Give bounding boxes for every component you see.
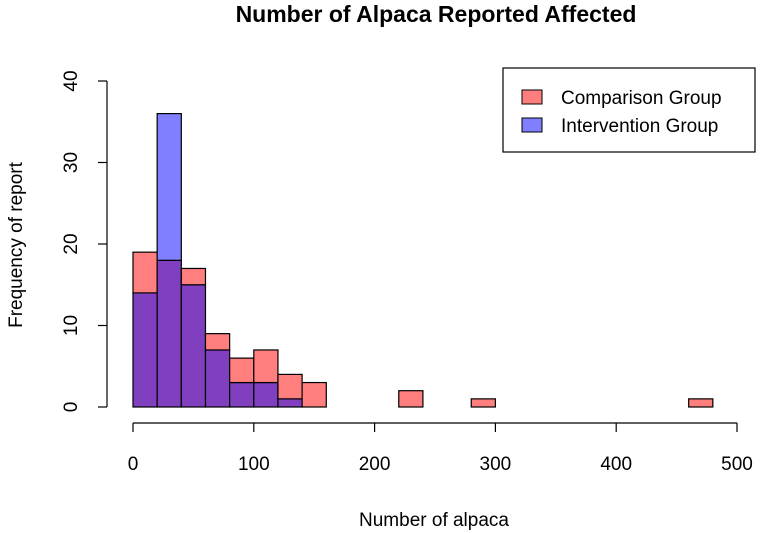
bar-comparison-6 (277, 373, 303, 400)
bar-overlap-3 (204, 349, 231, 408)
legend-label-comparison: Comparison Group (561, 88, 722, 109)
y-tick-label-20: 20 (61, 233, 82, 254)
x-tick-label-0: 0 (128, 454, 139, 475)
chart-title: Number of Alpaca Reported Affected (236, 1, 637, 27)
bar-overlap-0 (132, 292, 158, 408)
bar-overlap-1 (156, 259, 182, 408)
bar-comparison-14 (470, 398, 496, 408)
x-axis-label: Number of alpaca (359, 510, 509, 531)
y-axis-label: Frequency of report (6, 161, 27, 328)
bar-overlap-2 (180, 284, 207, 408)
legend: Comparison Group Intervention Group (502, 67, 756, 153)
y-tick-label-0: 0 (61, 402, 82, 413)
bar-comparison-2 (180, 267, 207, 286)
x-tick-label-200: 200 (359, 454, 391, 475)
legend-box (502, 67, 756, 153)
x-tick-label-100: 100 (238, 454, 270, 475)
bar-comparison-23 (688, 398, 714, 408)
legend-swatch-comparison (521, 89, 543, 105)
bar-overlap-4 (229, 381, 255, 408)
bar-comparison-7 (301, 381, 327, 408)
x-axis: 0 100 200 300 400 500 (128, 422, 753, 475)
legend-label-intervention: Intervention Group (561, 116, 718, 137)
y-tick-label-40: 40 (61, 70, 82, 91)
bar-comparison-5 (253, 349, 279, 384)
y-axis: 0 10 20 30 40 (61, 70, 108, 413)
x-tick-label-400: 400 (600, 454, 632, 475)
bar-overlap-6 (277, 398, 303, 408)
y-tick-label-30: 30 (61, 152, 82, 173)
x-tick-label-300: 300 (480, 454, 512, 475)
x-tick-label-500: 500 (721, 454, 753, 475)
y-tick-label-10: 10 (61, 315, 82, 336)
bar-comparison-4 (229, 357, 255, 384)
bar-intervention-1 (156, 112, 182, 261)
bars-group (132, 112, 714, 408)
legend-swatch-intervention (521, 117, 543, 133)
bar-comparison-3 (204, 333, 231, 351)
bar-comparison-0 (132, 251, 158, 294)
bar-overlap-5 (253, 381, 279, 408)
bar-comparison-11 (398, 390, 424, 408)
